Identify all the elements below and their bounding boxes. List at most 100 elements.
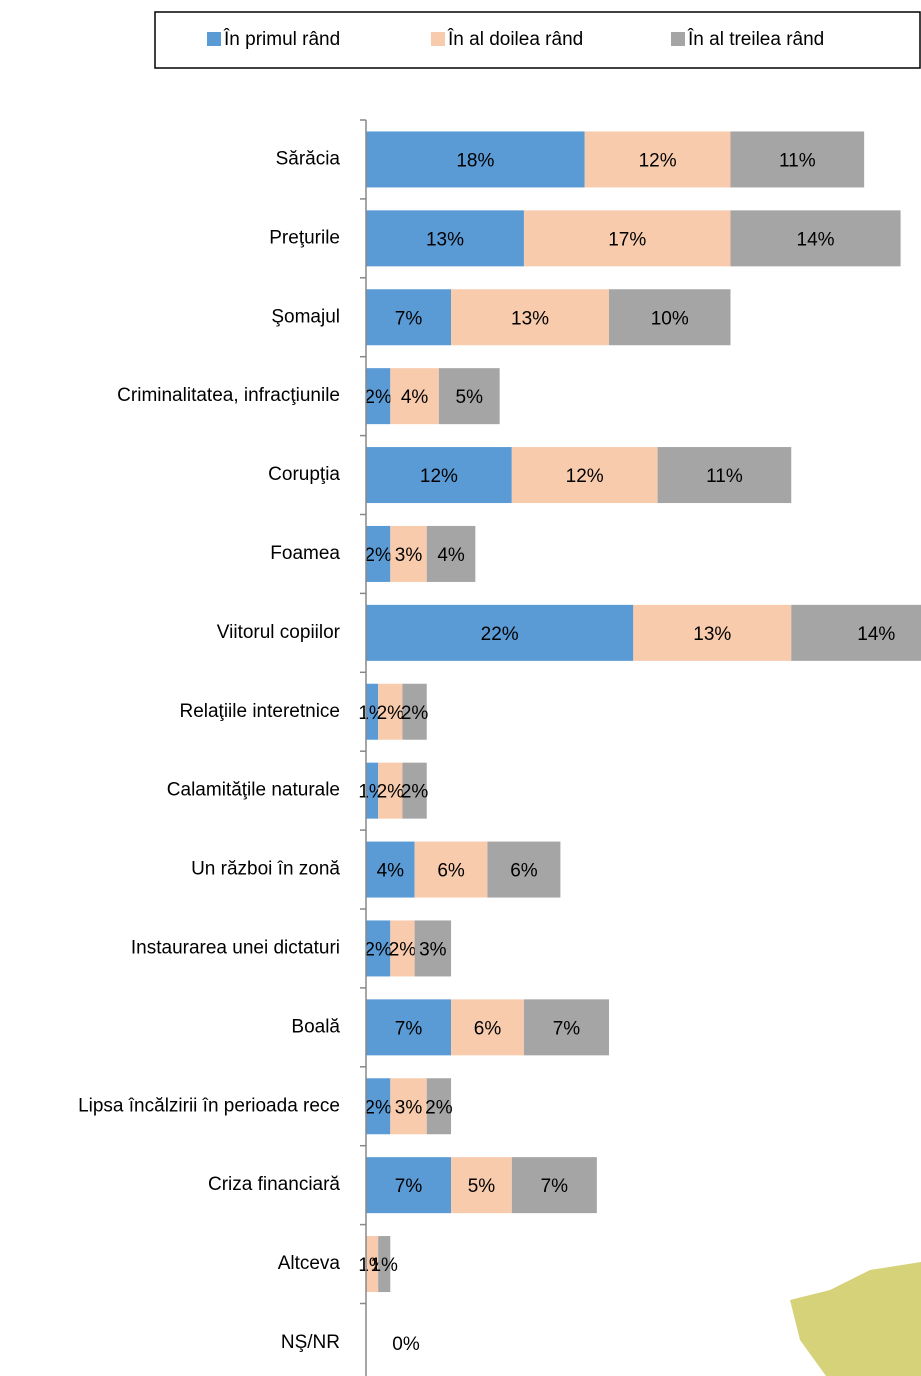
y-tick-label: Un război în zonă [191,859,340,880]
bar-segment [402,762,427,819]
value-label: 13% [511,308,549,329]
value-label: 2% [377,703,405,724]
bar-segment [414,841,488,898]
value-label: 4% [377,861,405,882]
bar-segment [633,604,792,661]
bar-segment [366,1236,379,1293]
bar-segment [366,210,524,267]
legend-label: În al doilea rând [447,28,583,50]
value-label: 2% [401,782,429,803]
bar-segment [366,1157,452,1214]
legend-swatch [671,32,685,46]
bar-segment [609,289,731,346]
value-label: 12% [566,466,604,487]
value-label: 6% [474,1018,502,1039]
bar-segment [402,683,427,740]
bar-segment [366,841,415,898]
value-label: 0% [392,1334,420,1355]
bar-segment [366,999,452,1056]
bar-segment [511,1157,597,1214]
value-label: 3% [395,1097,423,1118]
y-tick-label: Altceva [278,1253,341,1274]
bar-segment [366,762,379,819]
y-tick-label: Preţurile [269,227,340,248]
bar-segment [426,1078,452,1135]
legend-label: În al treilea rând [687,28,824,50]
value-label: 1% [370,1255,398,1276]
value-label: 2% [377,782,405,803]
value-label: 13% [426,229,464,250]
y-tick-label: Criza financiară [208,1174,340,1195]
y-tick-label: NŞ/NR [281,1332,340,1353]
y-tick-label: Relaţiile interetnice [179,701,340,722]
bar-segment [584,131,731,188]
bar-segment [390,1078,427,1135]
bar-segment [366,447,512,504]
value-label: 5% [456,387,484,408]
bar-segment [366,920,391,977]
value-label: 11% [779,150,816,171]
value-label: 13% [693,624,731,645]
legend-swatch [207,32,221,46]
value-label: 2% [389,939,417,960]
value-label: 22% [481,624,519,645]
bar-segment [438,368,500,425]
value-label: 5% [468,1176,496,1197]
value-label: 2% [364,1097,392,1118]
value-label: 3% [419,939,447,960]
bar-segment [390,920,415,977]
value-label: 7% [553,1018,581,1039]
value-label: 6% [510,861,538,882]
y-tick-label: Criminalitatea, infracţiunile [117,385,340,406]
bar-segment [366,131,585,188]
bar-segment [451,1157,512,1214]
legend-box [154,11,921,69]
value-label: 7% [395,1018,423,1039]
bar-segment [414,920,452,977]
map-decoration [790,1262,921,1376]
y-tick-label: Sărăcia [276,148,341,169]
value-label: 10% [651,308,689,329]
y-tick-label: Viitorul copiilor [217,622,341,643]
value-label: 12% [639,150,677,171]
value-label: 14% [797,229,835,250]
value-label: 7% [541,1176,569,1197]
value-label: 7% [395,308,423,329]
bar-segment [523,210,731,267]
bar-segment [657,447,792,504]
value-label: 4% [437,545,465,566]
bar-segment [426,525,476,582]
bar-segment [378,683,403,740]
bar-segment [451,289,609,346]
value-label: 6% [437,861,465,882]
value-label: 11% [706,466,743,487]
bar-segment [487,841,561,898]
bar-segment [366,368,391,425]
y-tick-label: Corupţia [268,464,340,485]
bar-segment [366,289,452,346]
value-label: 3% [395,545,423,566]
value-label: 2% [401,703,429,724]
bar-segment [366,683,379,740]
legend-swatch [431,32,445,46]
value-label: 17% [608,229,646,250]
y-tick-label: Şomajul [271,306,340,327]
legend-label: În primul rând [223,28,340,50]
y-tick-label: Calamităţile naturale [167,780,340,801]
bar-segment [451,999,524,1056]
value-label: 18% [456,150,494,171]
y-tick-label: Foamea [270,543,340,564]
bar-segment [730,210,901,267]
value-label: 12% [420,466,458,487]
bar-segment [390,368,439,425]
bar-segment [523,999,609,1056]
value-label: 2% [364,545,392,566]
y-tick-label: Instaurarea unei dictaturi [131,937,340,958]
value-label: 4% [401,387,429,408]
bar-segment [366,604,634,661]
y-tick-label: Lipsa încălzirii în perioada rece [78,1095,340,1116]
value-label: 2% [364,387,392,408]
bar-segment [366,525,391,582]
bar-segment [378,1236,391,1293]
